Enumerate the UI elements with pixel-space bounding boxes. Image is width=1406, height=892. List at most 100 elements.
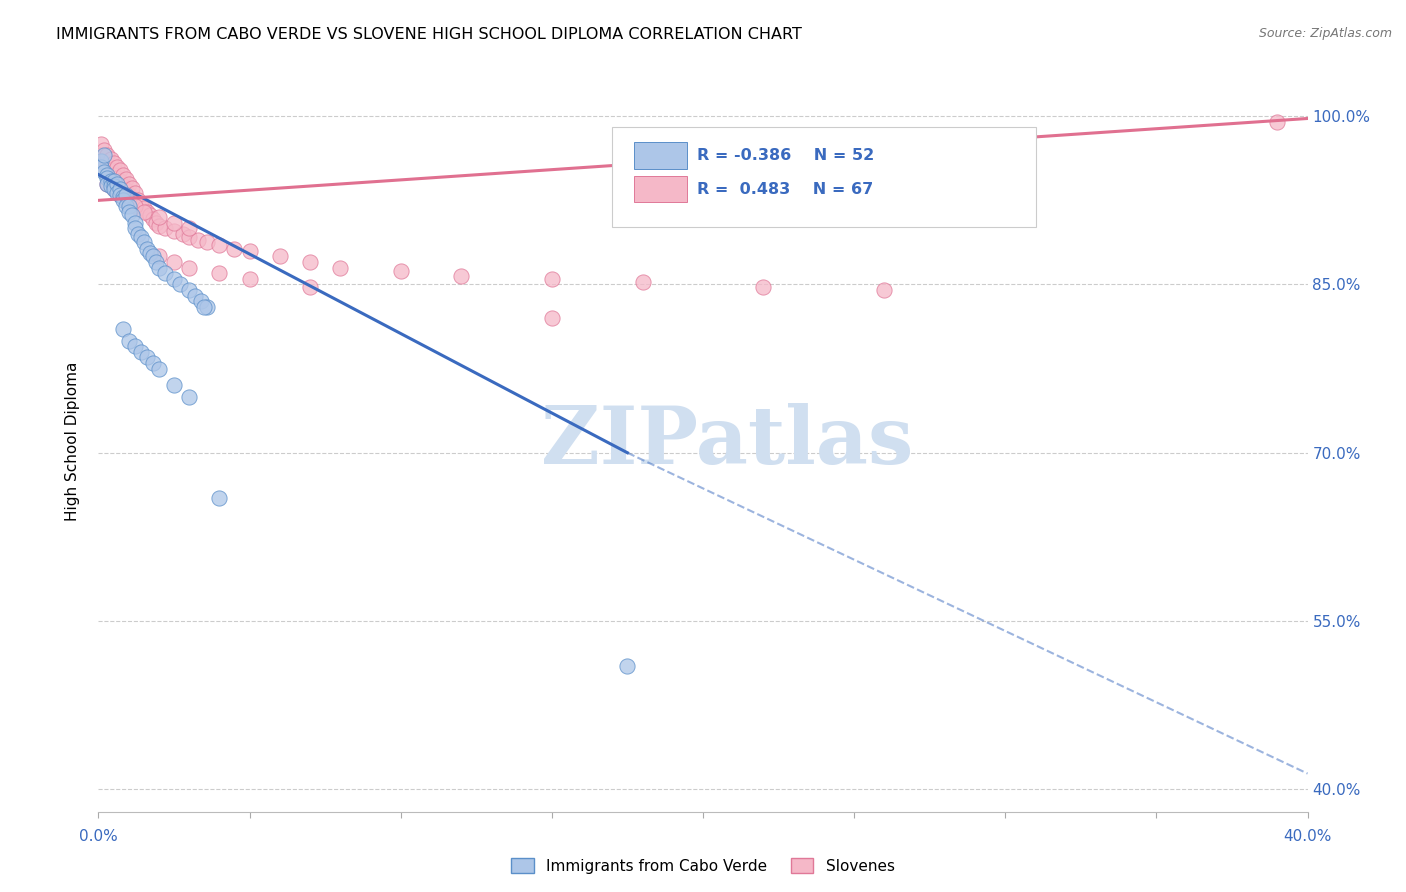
Point: [153, 266, 176, 280]
Point: [100, 178, 122, 193]
Point: [96, 177, 118, 191]
Point: [100, 174, 122, 188]
Point: [224, 242, 246, 256]
FancyBboxPatch shape: [634, 143, 688, 169]
Point: [239, 272, 262, 286]
Point: [208, 238, 231, 252]
Point: [142, 250, 165, 264]
Point: [208, 266, 231, 280]
Point: [124, 216, 146, 230]
Point: [124, 186, 146, 200]
Point: [103, 178, 125, 193]
Point: [114, 194, 136, 208]
Point: [96, 168, 118, 182]
Point: [103, 182, 125, 196]
Point: [163, 224, 186, 238]
Point: [190, 294, 212, 309]
Point: [269, 250, 291, 264]
FancyBboxPatch shape: [613, 127, 1035, 227]
Point: [631, 275, 654, 289]
Point: [132, 201, 155, 215]
Point: [118, 177, 141, 191]
Point: [103, 156, 125, 170]
Point: [100, 152, 122, 166]
Point: [873, 283, 896, 297]
Point: [90, 137, 112, 152]
Point: [179, 260, 201, 275]
Point: [148, 219, 170, 234]
Point: [148, 260, 170, 275]
Point: [121, 192, 143, 206]
Point: [127, 227, 149, 241]
Point: [114, 187, 136, 202]
Point: [103, 168, 125, 182]
Text: R = -0.386    N = 52: R = -0.386 N = 52: [697, 148, 875, 163]
Text: 40.0%: 40.0%: [1284, 829, 1331, 844]
Point: [540, 272, 562, 286]
Point: [118, 199, 141, 213]
Point: [111, 194, 134, 208]
Point: [239, 244, 262, 258]
Point: [616, 659, 638, 673]
Point: [163, 378, 186, 392]
Y-axis label: High School Diploma: High School Diploma: [65, 362, 80, 521]
Point: [299, 279, 322, 293]
Point: [129, 199, 152, 213]
Point: [142, 356, 165, 370]
Point: [163, 255, 186, 269]
Text: Source: ZipAtlas.com: Source: ZipAtlas.com: [1258, 27, 1392, 40]
Point: [111, 190, 134, 204]
Point: [124, 199, 146, 213]
FancyBboxPatch shape: [634, 176, 688, 202]
Point: [208, 491, 231, 505]
Point: [299, 255, 322, 269]
Point: [184, 289, 207, 303]
Point: [752, 279, 775, 293]
Point: [93, 143, 115, 157]
Point: [193, 300, 215, 314]
Text: IMMIGRANTS FROM CABO VERDE VS SLOVENE HIGH SCHOOL DIPLOMA CORRELATION CHART: IMMIGRANTS FROM CABO VERDE VS SLOVENE HI…: [56, 27, 801, 42]
Point: [114, 183, 136, 197]
Point: [1267, 115, 1289, 129]
Point: [142, 212, 165, 227]
Point: [90, 160, 112, 174]
Point: [114, 199, 136, 213]
Point: [145, 255, 167, 269]
Point: [153, 221, 176, 235]
Point: [111, 322, 134, 336]
Point: [96, 170, 118, 185]
Point: [111, 178, 134, 193]
Point: [135, 204, 157, 219]
Point: [127, 194, 149, 208]
Point: [132, 235, 155, 249]
Point: [129, 344, 152, 359]
Point: [163, 272, 186, 286]
Point: [389, 264, 412, 278]
Point: [108, 187, 131, 202]
Point: [132, 204, 155, 219]
Point: [108, 182, 131, 196]
Point: [172, 227, 194, 241]
Point: [105, 177, 128, 191]
Text: R =  0.483    N = 67: R = 0.483 N = 67: [697, 182, 873, 196]
Point: [540, 311, 562, 326]
Point: [118, 187, 141, 202]
Point: [124, 199, 146, 213]
Point: [114, 172, 136, 186]
Point: [111, 168, 134, 182]
Point: [169, 277, 191, 292]
Point: [108, 174, 131, 188]
Point: [195, 235, 218, 249]
Point: [129, 230, 152, 244]
Point: [139, 208, 162, 222]
Point: [195, 300, 218, 314]
Point: [93, 148, 115, 162]
Text: 0.0%: 0.0%: [79, 829, 118, 844]
Point: [179, 283, 201, 297]
Point: [179, 230, 201, 244]
Point: [121, 181, 143, 195]
Point: [90, 154, 112, 169]
Point: [103, 174, 125, 188]
Point: [148, 250, 170, 264]
Point: [187, 233, 209, 247]
